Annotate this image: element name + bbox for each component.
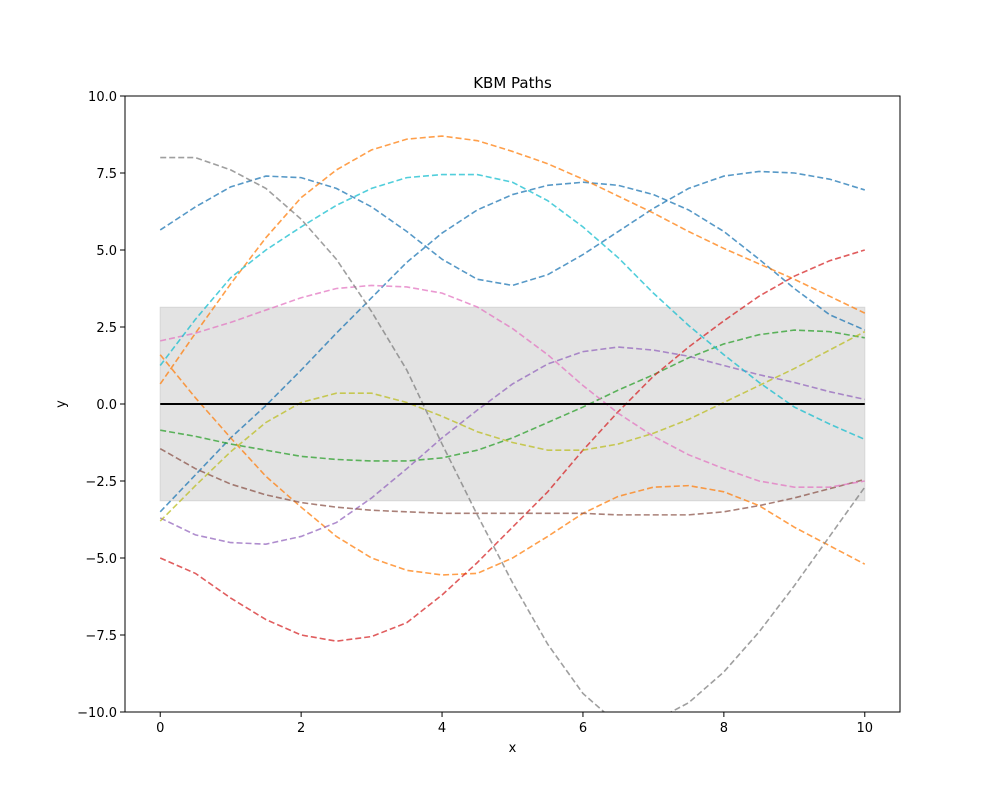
y-tick-label: 5.0 bbox=[96, 244, 117, 259]
x-axis-label: x bbox=[509, 741, 517, 756]
x-tick-label: 10 bbox=[856, 721, 873, 736]
chart-title: KBM Paths bbox=[473, 74, 552, 92]
series-line-12 bbox=[159, 173, 866, 441]
series-line-11 bbox=[159, 330, 866, 522]
plot-area bbox=[159, 135, 866, 712]
series-line-4 bbox=[159, 354, 866, 576]
x-tick-label: 4 bbox=[438, 721, 446, 736]
x-tick-label: 8 bbox=[720, 721, 728, 736]
y-tick-label: −10.0 bbox=[77, 706, 117, 721]
series-line-1 bbox=[159, 170, 866, 287]
x-tick-label: 0 bbox=[156, 721, 164, 736]
y-tick-label: 7.5 bbox=[96, 167, 117, 182]
x-tick-label: 2 bbox=[297, 721, 305, 736]
series-line-9 bbox=[160, 284, 865, 488]
series-line-6 bbox=[159, 249, 866, 642]
y-tick-label: 2.5 bbox=[96, 321, 117, 336]
x-tick-label: 6 bbox=[579, 721, 587, 736]
y-tick-label: −2.5 bbox=[85, 475, 117, 490]
series-line-5 bbox=[160, 329, 865, 462]
y-tick-label: −7.5 bbox=[85, 629, 117, 644]
series-line-10 bbox=[160, 156, 866, 712]
y-tick-label: 0.0 bbox=[96, 398, 117, 413]
series-line-8 bbox=[159, 447, 865, 516]
y-tick-label: −5.0 bbox=[85, 552, 117, 567]
series-line-2 bbox=[159, 181, 866, 513]
y-tick-label: 10.0 bbox=[88, 90, 117, 105]
y-axis-label: y bbox=[54, 400, 69, 408]
series-line-3 bbox=[159, 135, 866, 385]
series-line-7 bbox=[159, 346, 865, 545]
